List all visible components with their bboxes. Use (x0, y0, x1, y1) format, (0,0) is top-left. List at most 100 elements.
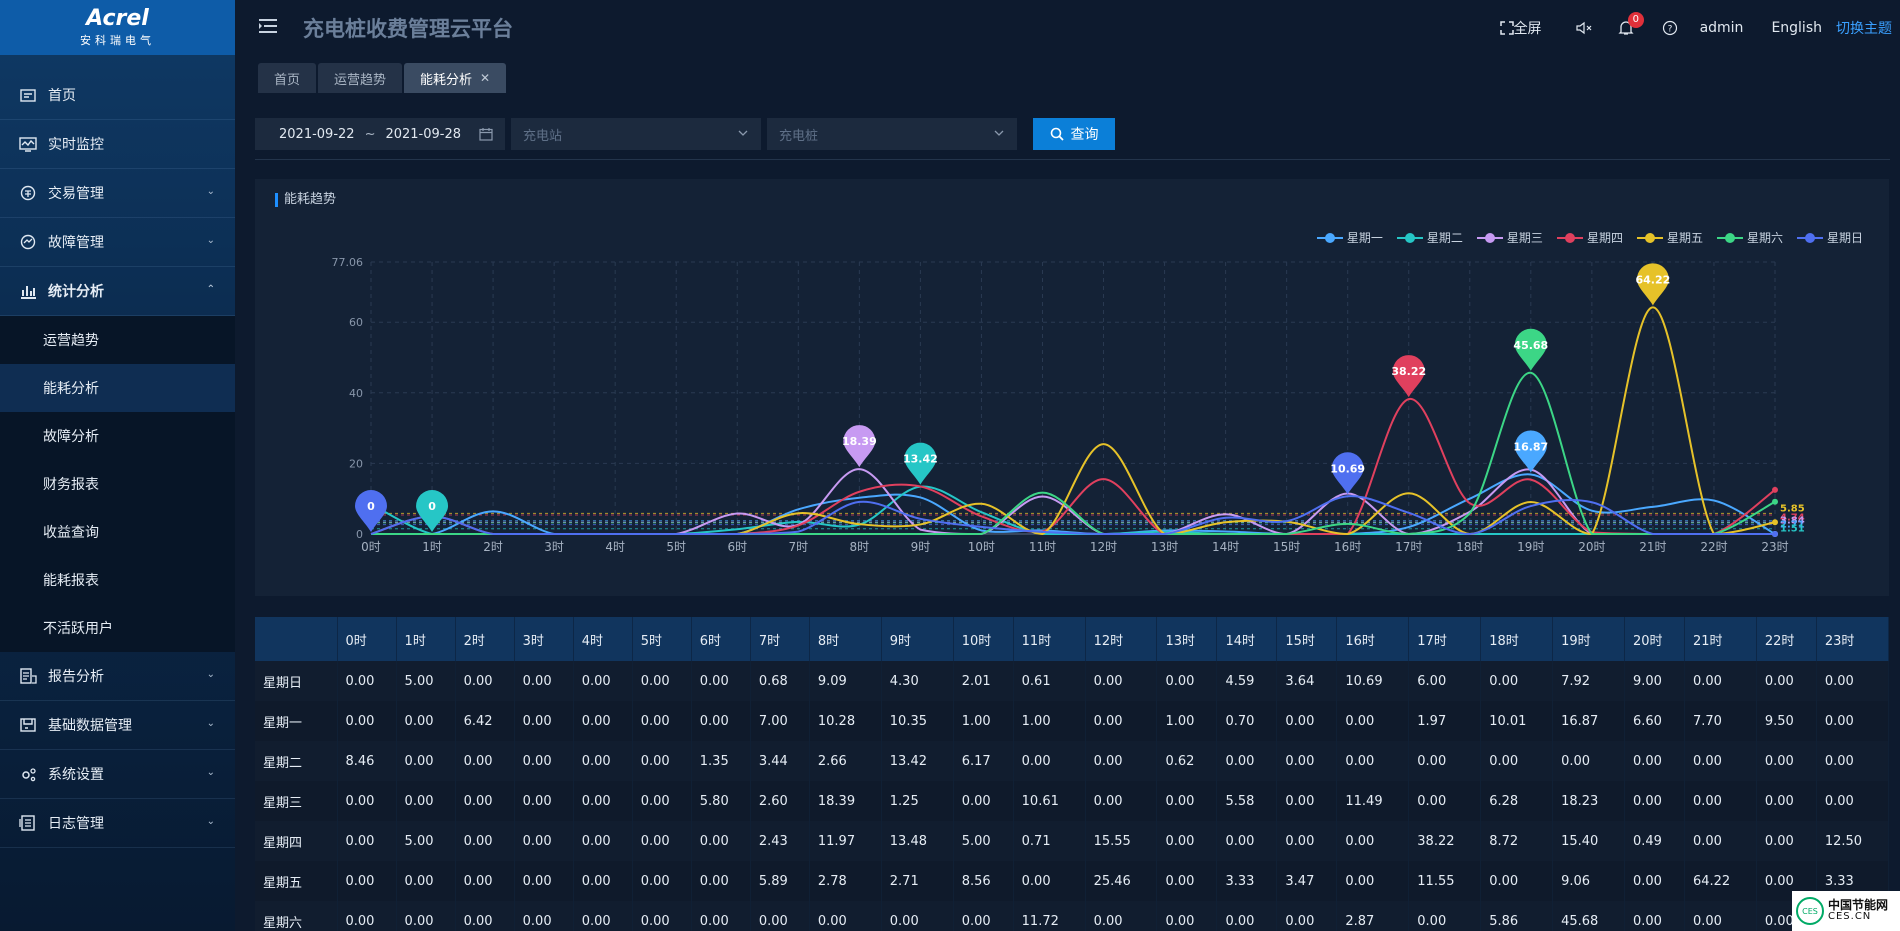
logo[interactable]: Acrel 安科瑞电气 (0, 0, 235, 55)
table-cell: 0.00 (1684, 661, 1757, 701)
date-range-picker[interactable]: 2021-09-22 ~ 2021-09-28 (255, 118, 505, 150)
x-tick-label: 7时 (788, 540, 808, 554)
table-header-row: 0时 1时 2时 3时 4时 5时 6时 7时 8时 9时 10时 11时 12时 13时 14时 15时 16… (255, 617, 1889, 661)
table-cell: 0.00 (573, 821, 633, 861)
sidebar-item-fault[interactable]: 故障管理 ⌄ (0, 218, 235, 267)
table-cell: 10.69 (1336, 661, 1410, 701)
x-tick-label: 5时 (666, 540, 686, 554)
fullscreen-button[interactable]: 全屏 (1499, 18, 1542, 38)
chart-legend: 星期一 星期二 星期三 星期四 星期五 星期六 星期日 (1303, 229, 1863, 246)
monitor-icon (19, 137, 37, 152)
average-label: 1.51 (1780, 524, 1805, 535)
table-cell: 8.56 (953, 861, 1014, 901)
table-cell: 0.00 (396, 741, 456, 781)
table-cell: 0.00 (1624, 741, 1685, 781)
table-row: 星期四 0.00 5.00 0.00 0.00 0.00 0.00 0.00 2.43 11.97… (255, 821, 1889, 861)
close-icon[interactable]: ✕ (480, 71, 491, 85)
legend-swatch (1636, 232, 1663, 243)
sidebar-subitem[interactable]: 收益查询 (43, 525, 99, 541)
sidebar-item-log[interactable]: 日志管理 ⌄ (0, 799, 235, 848)
pile-select[interactable]: 充电桩 (767, 118, 1017, 150)
table-cell: 0.00 (337, 821, 397, 861)
help-button[interactable]: ? (1662, 20, 1678, 36)
sidebar-subitem[interactable]: 财务报表 (43, 477, 99, 493)
query-button[interactable]: 查询 (1033, 118, 1115, 150)
legend-item[interactable]: 星期三 (1476, 229, 1543, 246)
sidebar-item-system-settings[interactable]: 系统设置 ⌄ (0, 750, 235, 799)
chart-panel-title: 能耗趋势 (275, 193, 336, 207)
table-cell: 18.39 (809, 781, 882, 821)
sidebar-subitem[interactable]: 能耗分析 (0, 364, 235, 412)
sidebar-subitem[interactable]: 故障分析 (43, 429, 99, 445)
table-cell: 星期三 (255, 781, 338, 821)
legend-label: 星期二 (1426, 231, 1463, 245)
sidebar-subitem[interactable]: 能耗报表 (43, 573, 99, 589)
tab-operation-trend[interactable]: 运营趋势 (318, 63, 403, 93)
table-cell: 11.55 (1408, 861, 1482, 901)
sidebar-subitem[interactable]: 不活跃用户 (43, 621, 113, 637)
user-name[interactable]: admin (1699, 19, 1744, 36)
table-cell: 2.87 (1336, 901, 1410, 931)
marker-label: 0 (367, 500, 375, 513)
sidebar-item-realtime-monitor[interactable]: 实时监控 (0, 120, 235, 169)
table-cell: 0.00 (953, 901, 1014, 931)
legend-item[interactable]: 星期四 (1556, 229, 1623, 246)
sidebar-subitem[interactable]: 运营趋势 (43, 333, 99, 349)
table-cell: 0.00 (1336, 701, 1410, 741)
station-select[interactable]: 充电站 (511, 118, 761, 150)
table-row: 星期五 0.00 0.00 0.00 0.00 0.00 0.00 0.00 5.89 2.78 2… (255, 861, 1889, 901)
table-cell: 星期六 (255, 901, 338, 931)
sidebar-item-transaction[interactable]: 交易管理 ⌄ (0, 169, 235, 218)
table-cell: 0.00 (337, 861, 397, 901)
mute-button[interactable] (1575, 21, 1594, 35)
table-cell: 0.00 (1684, 741, 1757, 781)
x-tick-label: 19时 (1517, 540, 1544, 554)
tab-home[interactable]: 首页 (258, 63, 317, 93)
table-cell: 11.72 (1013, 901, 1086, 931)
series-end-point (1772, 498, 1778, 505)
table-cell: 0.00 (632, 821, 692, 861)
x-tick-label: 13时 (1151, 540, 1178, 554)
table-cell: 45.68 (1552, 901, 1625, 931)
sidebar-item-statistics[interactable]: 统计分析 ⌃ (0, 267, 235, 316)
sidebar-item-report[interactable]: 报告分析 ⌄ (0, 652, 235, 701)
legend-item[interactable]: 星期一 (1316, 229, 1383, 246)
table-cell: 0.00 (1408, 901, 1482, 931)
table-cell: 5.80 (691, 781, 751, 821)
table-cell: 11.97 (809, 821, 882, 861)
table-cell: 6.28 (1480, 781, 1554, 821)
legend-item[interactable]: 星期五 (1636, 229, 1703, 246)
table-cell: 0.00 (1085, 901, 1158, 931)
table-cell: 0.00 (573, 741, 633, 781)
top-bar: 充电桩收费管理云平台 全屏 0 ? admin English 切换主题 (235, 0, 1900, 55)
table-header-cell: 15时 (1276, 617, 1338, 661)
table-cell: 0.00 (514, 741, 574, 781)
x-tick-label: 6时 (727, 540, 747, 554)
legend-swatch (1556, 232, 1583, 243)
statistics-submenu: 运营趋势能耗分析故障分析财务报表收益查询能耗报表不活跃用户 (0, 316, 235, 652)
table-cell: 0.00 (1216, 741, 1278, 781)
sidebar-item-home[interactable]: 首页 (0, 71, 235, 120)
language-switch[interactable]: English (1771, 19, 1822, 36)
table-cell: 10.01 (1480, 701, 1554, 741)
table-cell: 0.00 (691, 821, 751, 861)
table-cell: 5.00 (396, 661, 456, 701)
table-cell: 0.00 (514, 661, 574, 701)
y-tick-label: 77.06 (332, 256, 364, 269)
legend-item[interactable]: 星期日 (1796, 229, 1863, 246)
switch-theme-link[interactable]: 切换主题 (1836, 20, 1892, 37)
legend-item[interactable]: 星期二 (1396, 229, 1463, 246)
speaker-mute-icon (1575, 21, 1591, 34)
notification-button[interactable]: 0 (1617, 11, 1644, 36)
table-cell: 3.64 (1276, 661, 1338, 701)
legend-item[interactable]: 星期六 (1716, 229, 1783, 246)
table-cell: 0.00 (1480, 661, 1554, 701)
tab-energy-analysis[interactable]: 能耗分析 ✕ (404, 63, 507, 93)
marker-pin (843, 425, 876, 468)
table-cell: 0.70 (1216, 701, 1278, 741)
table-cell: 6.17 (953, 741, 1014, 781)
table-cell: 0.00 (573, 861, 633, 901)
sidebar-item-base-data[interactable]: 基础数据管理 ⌄ (0, 701, 235, 750)
sidebar-item-label: 实时监控 (48, 137, 104, 153)
menu-toggle-icon[interactable] (259, 16, 279, 36)
